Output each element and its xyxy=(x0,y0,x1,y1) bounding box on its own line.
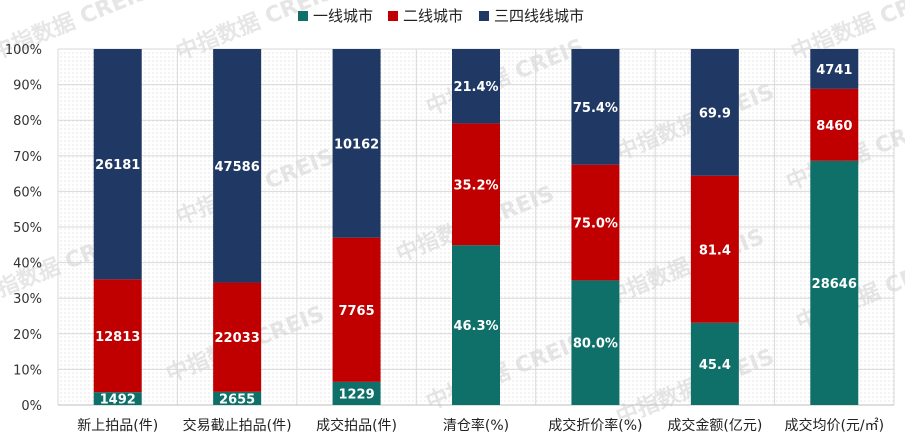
bar-segment xyxy=(93,392,142,405)
bar-segment xyxy=(93,49,142,280)
data-label: 47586 xyxy=(215,160,260,175)
y-tick-label: 30% xyxy=(13,292,42,307)
y-tick-label: 50% xyxy=(13,221,42,236)
x-tick-label: 清仓率(%) xyxy=(443,417,509,434)
data-label: 26181 xyxy=(95,158,140,173)
bar-segment xyxy=(452,123,500,246)
bar-segment xyxy=(93,279,142,393)
data-label: 7765 xyxy=(338,304,374,319)
bar-segment xyxy=(213,282,262,392)
data-label: 21.4% xyxy=(453,80,498,95)
bar-segment xyxy=(690,175,739,323)
legend-label: 三四线线城市 xyxy=(494,7,584,25)
legend-swatch xyxy=(479,11,489,21)
legend-label: 一线城市 xyxy=(313,7,373,25)
bar-segment xyxy=(571,164,620,281)
y-tick-label: 100% xyxy=(5,43,42,58)
y-axis: 0% 10% 20% 30% 40% 50% 60% 70% 80% 90% 100% xyxy=(5,43,42,414)
bar-segment xyxy=(332,49,381,238)
y-tick-label: 80% xyxy=(13,114,42,129)
bar-segment xyxy=(213,49,262,283)
y-tick-label: 60% xyxy=(13,185,42,200)
y-tick-label: 10% xyxy=(13,363,42,378)
bar-segment xyxy=(810,49,859,89)
y-tick-label: 20% xyxy=(13,328,42,343)
bar-segment xyxy=(213,391,262,405)
bar-segment xyxy=(452,49,500,124)
data-label: 75.0% xyxy=(573,217,618,232)
data-label: 1229 xyxy=(338,387,374,402)
data-label: 75.4% xyxy=(573,101,618,116)
legend-swatch xyxy=(388,11,398,21)
legend-swatch xyxy=(298,11,308,21)
data-label: 1492 xyxy=(100,393,136,408)
legend: 一线城市 二线城市 三四线线城市 xyxy=(298,7,584,25)
bar-segment xyxy=(332,381,381,405)
bars: 1492 12813 26181 2655 22033 47586 1229 7765 1016… xyxy=(93,49,859,408)
data-label: 2655 xyxy=(219,392,255,407)
data-label: 12813 xyxy=(95,330,140,345)
data-label: 10162 xyxy=(334,137,379,152)
x-tick-label: 成交折价率(%) xyxy=(548,417,642,434)
bar-segment xyxy=(810,160,859,405)
data-label: 8460 xyxy=(816,119,852,134)
bar-segment xyxy=(690,322,739,405)
x-tick-label: 成交金额(亿元) xyxy=(667,417,762,434)
y-tick-label: 90% xyxy=(13,79,42,94)
x-axis: 新上拍品(件) 交易截止拍品(件) 成交拍品(件) 清仓率(%) 成交折价率(%) 成交金… xyxy=(77,417,884,434)
bar-segment xyxy=(810,88,859,161)
data-label: 46.3% xyxy=(453,319,498,334)
data-label: 81.4 xyxy=(699,243,731,258)
data-label: 35.2% xyxy=(453,178,498,193)
data-label: 22033 xyxy=(215,331,260,346)
data-label: 45.4 xyxy=(699,358,731,373)
y-tick-label: 0% xyxy=(21,399,42,414)
y-tick-label: 40% xyxy=(13,257,42,272)
bar-segment xyxy=(571,49,620,165)
x-tick-label: 成交拍品(件) xyxy=(316,417,397,434)
data-label: 28646 xyxy=(812,277,857,292)
bar-segment xyxy=(332,237,381,382)
bar-segment xyxy=(690,49,739,176)
legend-label: 二线城市 xyxy=(403,7,463,25)
data-label: 80.0% xyxy=(573,337,618,352)
x-tick-label: 交易截止拍品(件) xyxy=(183,417,292,434)
bar-segment xyxy=(571,280,620,405)
y-tick-label: 70% xyxy=(13,150,42,165)
x-tick-label: 成交均价(元/㎡) xyxy=(784,417,884,434)
data-label: 69.9 xyxy=(699,106,731,121)
x-tick-label: 新上拍品(件) xyxy=(77,418,158,434)
data-label: 4741 xyxy=(816,63,852,78)
bar-segment xyxy=(452,245,500,405)
